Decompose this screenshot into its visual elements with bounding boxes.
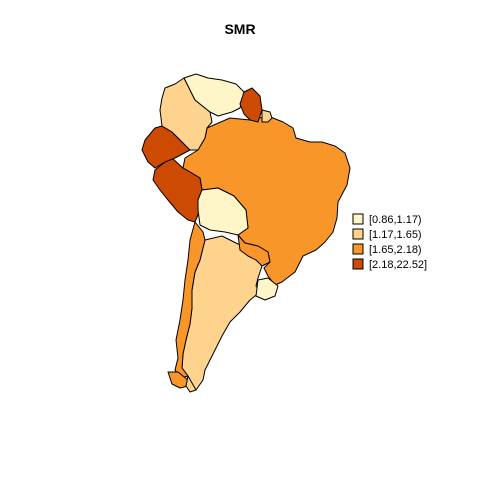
legend-swatch (352, 228, 364, 240)
region-chile[interactable] (174, 221, 206, 379)
region-bolivia[interactable] (197, 187, 249, 236)
legend-swatch (352, 243, 364, 255)
region-venezuela[interactable] (183, 73, 245, 117)
legend-label: [1.65,2.18) (369, 244, 422, 256)
region-uruguay[interactable] (255, 277, 279, 301)
region-ecuador[interactable] (141, 125, 191, 169)
legend-label: [1.17,1.65) (369, 229, 422, 241)
region-paraguay[interactable] (237, 234, 271, 267)
legend: [0.86,1.17) [1.17,1.65) [1.65,2.18) [2.1… (352, 213, 427, 271)
legend-item: [2.18,22.52] (352, 258, 427, 271)
region-guyana[interactable] (239, 87, 263, 123)
legend-item: [1.17,1.65) (352, 228, 422, 241)
map-title: SMR (224, 21, 256, 37)
legend-label: [0.86,1.17) (369, 214, 422, 226)
legend-swatch (352, 258, 364, 270)
legend-label: [2.18,22.52] (369, 259, 427, 271)
legend-item: [0.86,1.17) (352, 213, 422, 226)
legend-item: [1.65,2.18) (352, 243, 422, 256)
region-tierra-del-fuego-argentina[interactable] (185, 375, 197, 393)
legend-swatch (352, 213, 364, 225)
region-suriname[interactable] (261, 109, 273, 123)
